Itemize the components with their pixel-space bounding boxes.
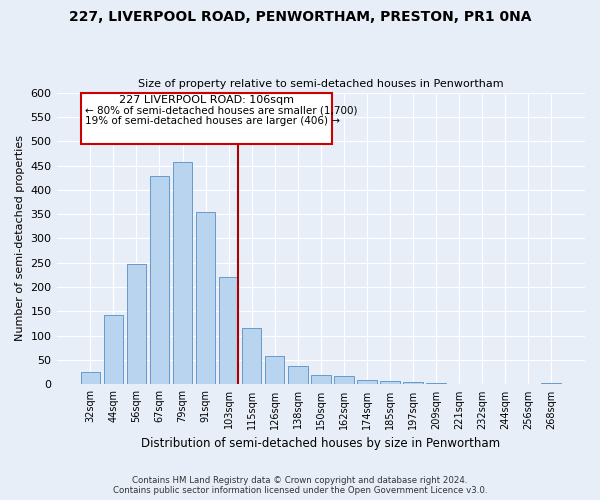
FancyBboxPatch shape [81,92,332,144]
Bar [403,382,423,384]
Text: Contains HM Land Registry data © Crown copyright and database right 2024.
Contai: Contains HM Land Registry data © Crown c… [113,476,487,495]
Bar [380,380,400,384]
Bar [104,315,123,384]
Title: Size of property relative to semi-detached houses in Penwortham: Size of property relative to semi-detach… [138,79,503,89]
Text: 227 LIVERPOOL ROAD: 106sqm: 227 LIVERPOOL ROAD: 106sqm [119,95,294,105]
Y-axis label: Number of semi-detached properties: Number of semi-detached properties [15,136,25,342]
Bar [80,372,100,384]
Bar [149,176,169,384]
Bar [357,380,377,384]
Bar [219,278,238,384]
Bar [173,162,193,384]
Bar [127,264,146,384]
Bar [334,376,353,384]
Text: 227, LIVERPOOL ROAD, PENWORTHAM, PRESTON, PR1 0NA: 227, LIVERPOOL ROAD, PENWORTHAM, PRESTON… [69,10,531,24]
X-axis label: Distribution of semi-detached houses by size in Penwortham: Distribution of semi-detached houses by … [141,437,500,450]
Bar [265,356,284,384]
Bar [311,374,331,384]
Bar [288,366,308,384]
Bar [242,328,262,384]
Text: ← 80% of semi-detached houses are smaller (1,700): ← 80% of semi-detached houses are smalle… [85,106,357,116]
Text: 19% of semi-detached houses are larger (406) →: 19% of semi-detached houses are larger (… [85,116,340,126]
Bar [196,212,215,384]
